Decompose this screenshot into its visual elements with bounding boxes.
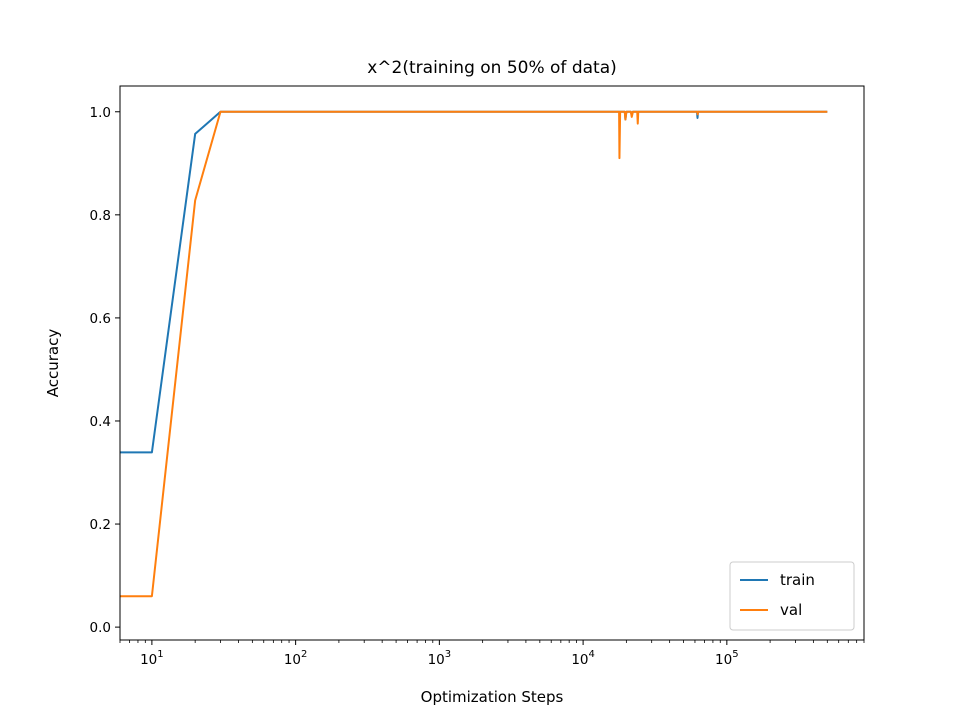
legend-label-val: val [780,601,802,619]
y-axis: 0.0 0.2 0.4 0.6 0.8 1.0 [90,105,120,636]
y-tick-label: 0.0 [90,620,111,636]
x-tick-label: 102 [284,649,308,668]
x-tick-label: 101 [140,649,164,668]
y-tick-label: 0.8 [90,208,111,224]
y-tick-label: 1.0 [90,105,111,121]
y-tick-label: 0.6 [90,311,111,327]
chart-title: x^2(training on 50% of data) [367,58,617,78]
x-axis: 101 102 103 104 105 [119,640,865,668]
series-line-train [120,110,828,454]
series-line-val [120,110,828,598]
y-tick-label: 0.2 [90,517,111,533]
x-tick-label: 105 [715,649,739,668]
y-tick-label: 0.4 [90,414,111,430]
y-axis-label: Accuracy [44,329,62,398]
x-tick-label: 103 [428,649,452,668]
legend-label-train: train [780,571,815,589]
plot-frame [119,85,865,641]
series-layer [120,110,828,598]
x-axis-label: Optimization Steps [421,688,564,706]
x-tick-label: 104 [571,649,595,668]
legend: train val [729,561,855,631]
